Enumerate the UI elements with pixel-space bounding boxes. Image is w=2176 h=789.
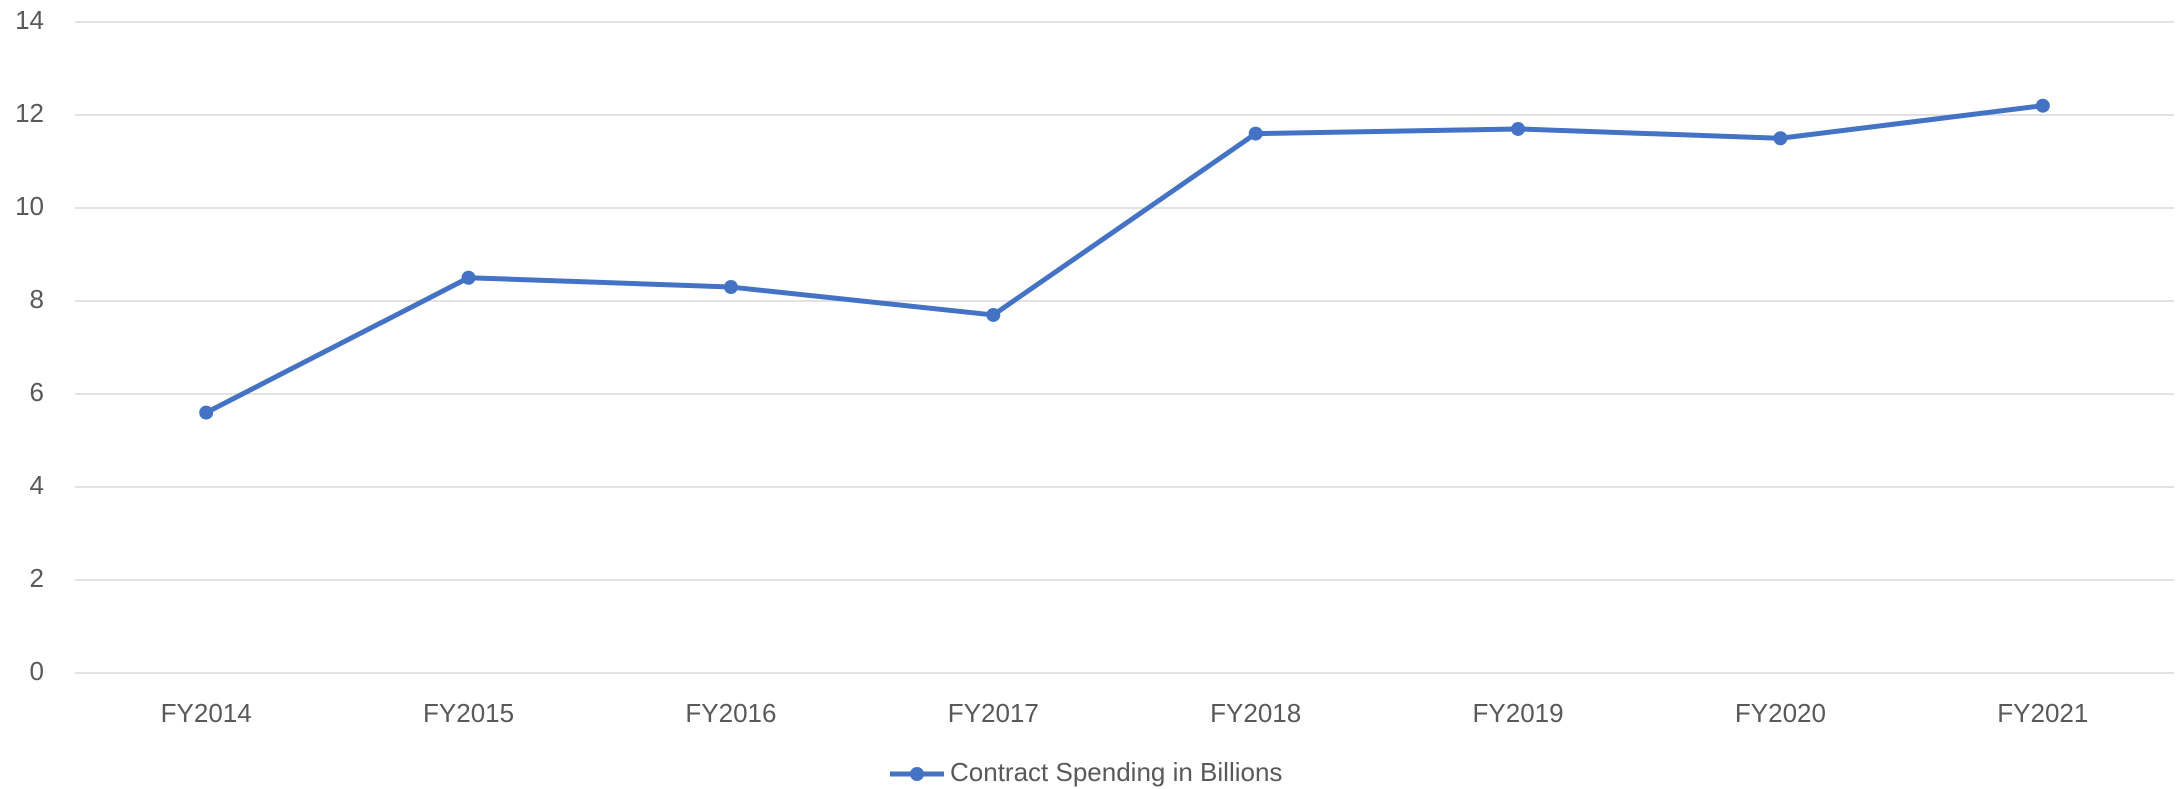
data-point [1511,121,1526,136]
y-tick-label: 10 [15,191,44,221]
x-tick-label: FY2016 [685,698,776,728]
data-point [199,405,214,420]
y-tick-label: 0 [30,656,44,686]
x-tick-label: FY2020 [1735,698,1826,728]
x-tick-label: FY2014 [161,698,252,728]
data-line [205,103,2044,415]
x-tick-label: FY2021 [1997,698,2088,728]
x-tick-label: FY2017 [948,698,1039,728]
y-tick-label: 12 [15,98,44,128]
data-point [461,270,476,285]
y-tick-label: 2 [30,563,44,593]
data-point [1248,126,1263,141]
x-tick-label: FY2019 [1473,698,1564,728]
data-point [723,280,738,295]
data-point [1773,131,1788,146]
y-tick-label: 8 [30,284,44,314]
y-tick-label: 4 [30,470,44,500]
x-tick-label: FY2015 [423,698,514,728]
legend-label: Contract Spending in Billions [950,757,1282,787]
x-tick-label: FY2018 [1210,698,1301,728]
data-point [2035,98,2050,113]
data-point [986,307,1001,322]
y-tick-label: 6 [30,377,44,407]
legend-marker [910,767,924,781]
y-tick-label: 14 [15,5,44,35]
